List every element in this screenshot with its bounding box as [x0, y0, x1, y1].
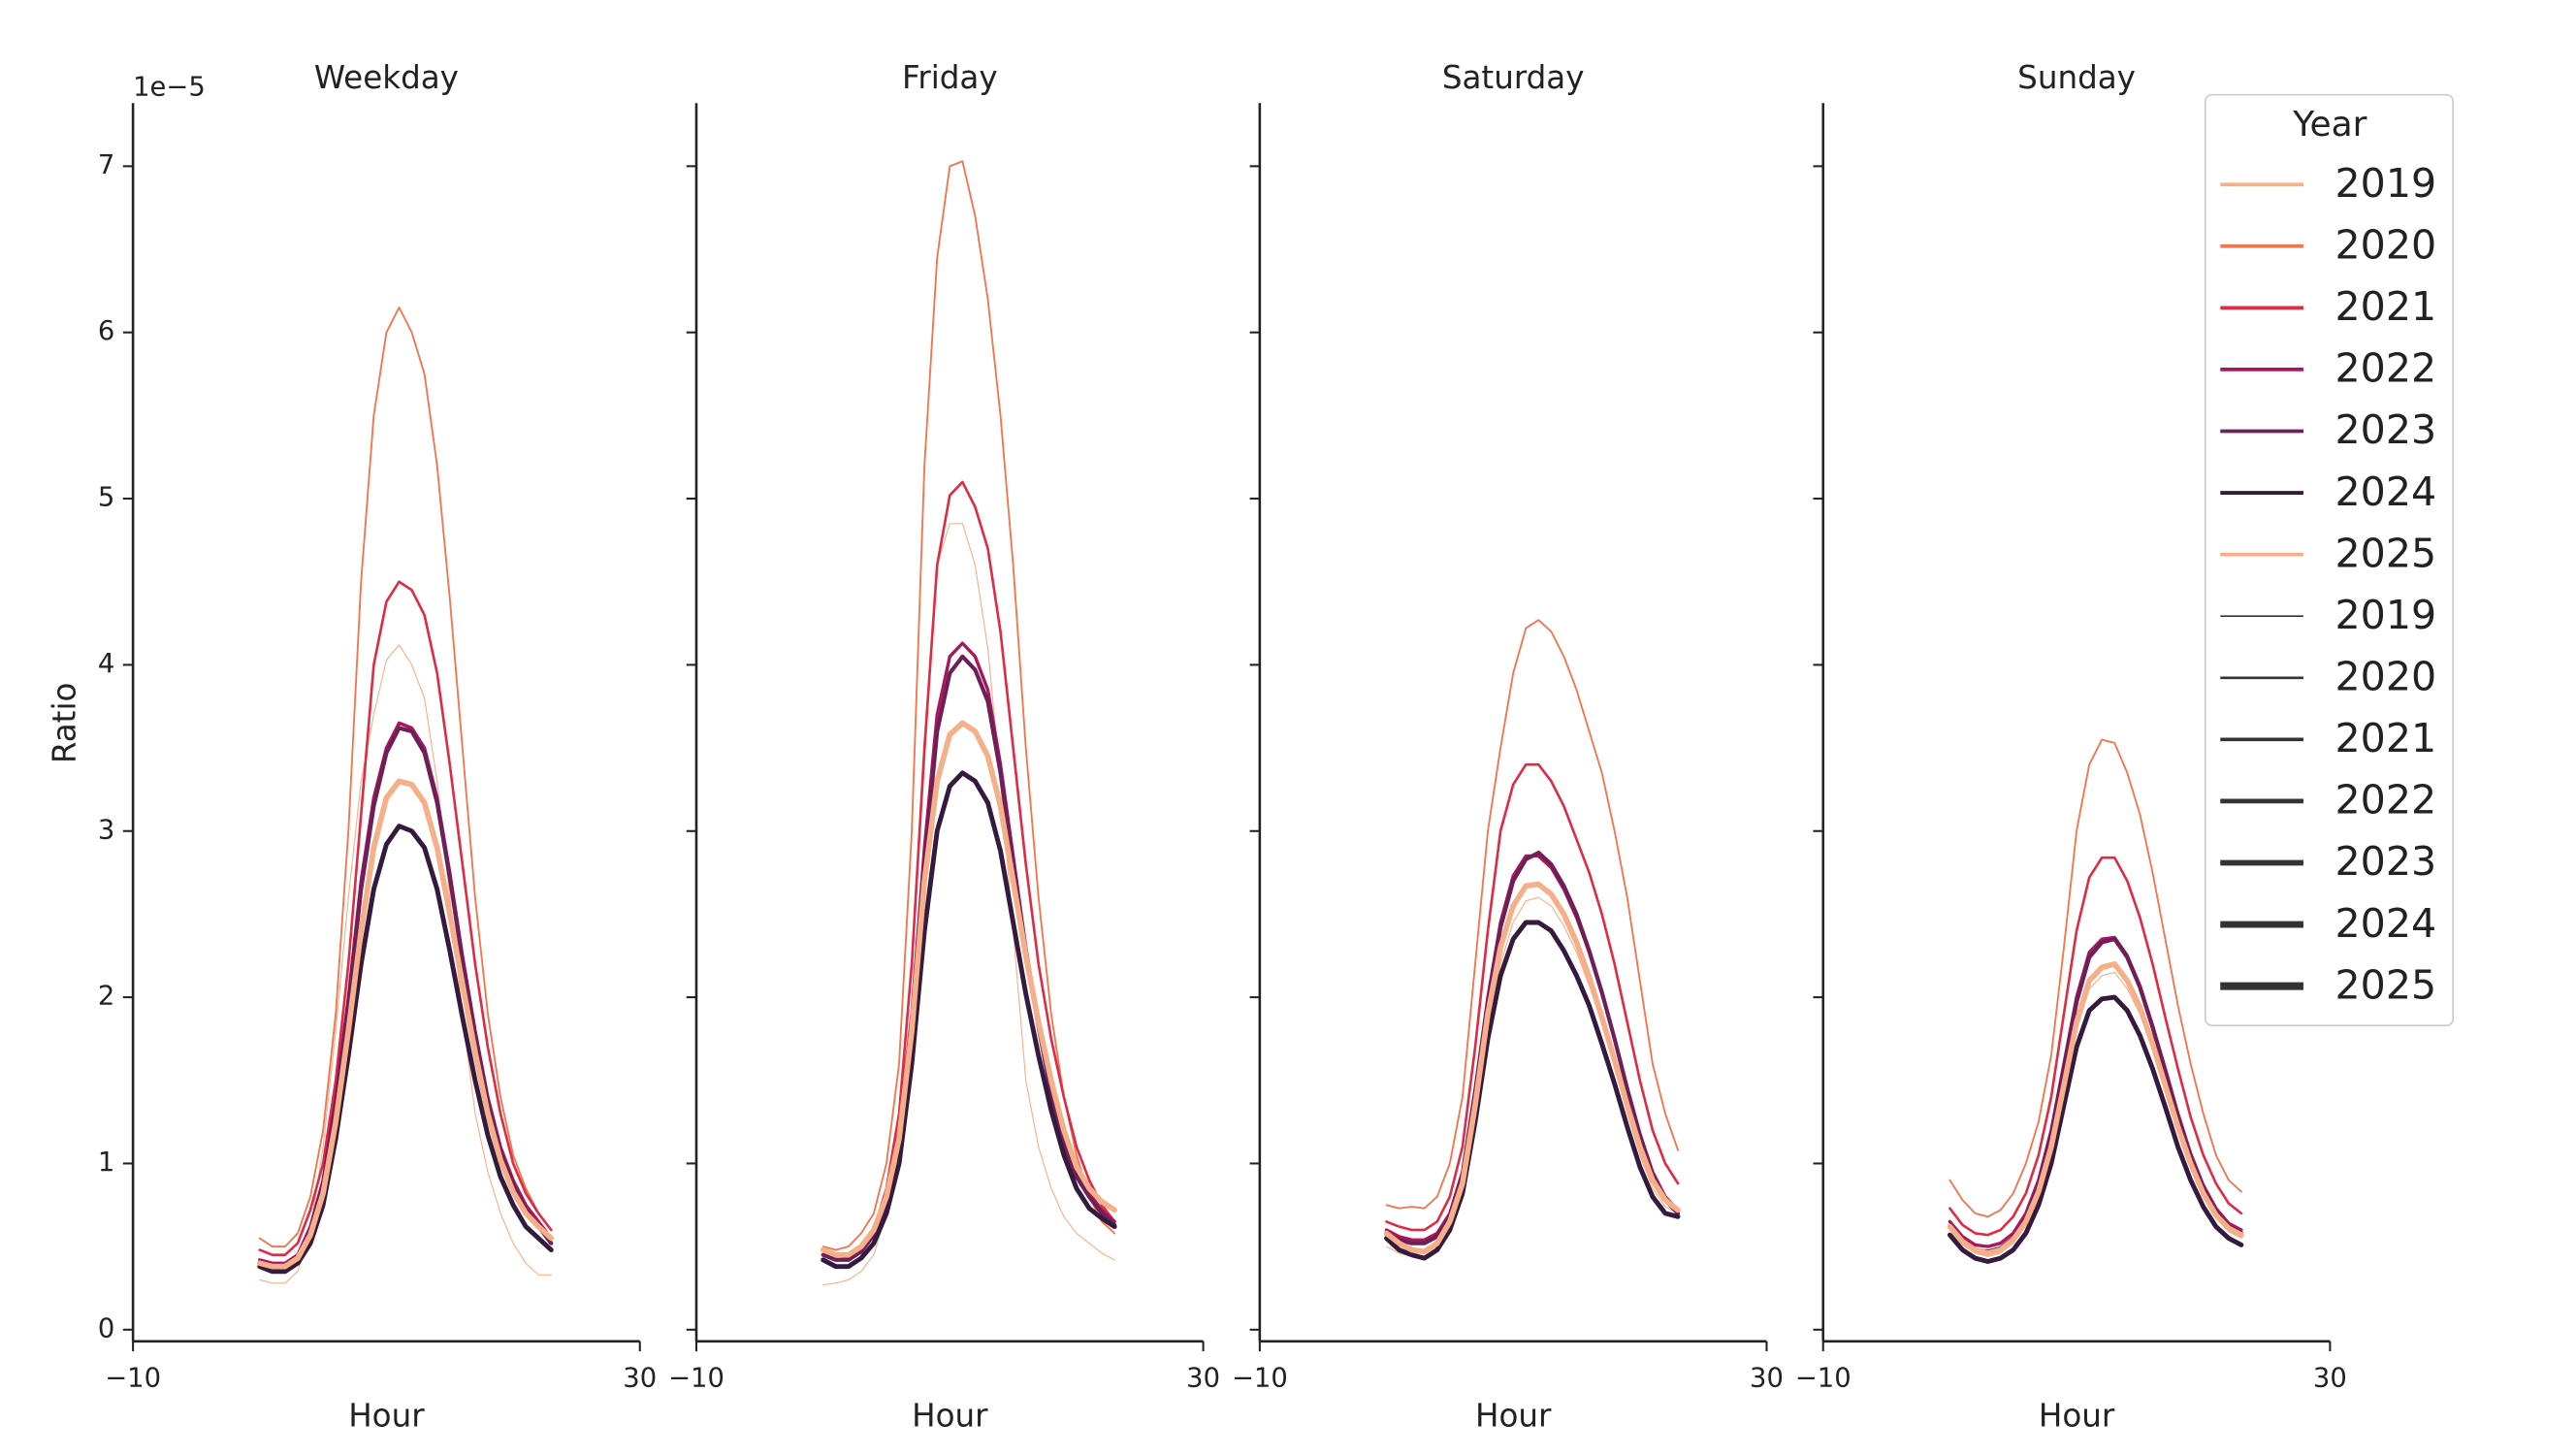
y-tick-label: 7	[98, 150, 114, 180]
legend-label: 2020	[2335, 653, 2437, 699]
x-tick-label: −10	[668, 1364, 724, 1394]
y-tick-label: 2	[98, 982, 114, 1012]
data-line	[1384, 920, 1681, 1261]
data-line	[1947, 961, 2244, 1256]
x-axis-label: Hour	[348, 1398, 425, 1435]
x-tick-label: −10	[105, 1364, 161, 1394]
legend-label: 2021	[2335, 283, 2437, 330]
legend-label: 2021	[2335, 715, 2437, 761]
x-tick-label: −10	[1232, 1364, 1288, 1394]
x-tick-label: 30	[1186, 1364, 1220, 1394]
data-line	[1384, 850, 1681, 1245]
x-tick-label: −10	[1795, 1364, 1852, 1394]
legend-label: 2024	[2335, 469, 2437, 515]
legend-label: 2020	[2335, 221, 2437, 268]
legend-label: 2025	[2335, 530, 2437, 576]
y-tick-label: 1	[98, 1148, 114, 1178]
subplot-title: Friday	[902, 59, 998, 96]
y-offset-label: 1e−5	[133, 72, 206, 102]
y-tick-label: 0	[98, 1313, 114, 1343]
x-axis-label: Hour	[912, 1398, 988, 1435]
legend-label: 2023	[2335, 406, 2437, 453]
legend-label: 2023	[2335, 838, 2437, 885]
legend-label: 2019	[2335, 592, 2437, 638]
legend-label: 2025	[2335, 961, 2437, 1008]
y-axis-label: Ratio	[47, 683, 83, 764]
y-tick-label: 4	[98, 649, 114, 679]
legend-label: 2024	[2335, 900, 2437, 947]
data-line	[821, 770, 1117, 1270]
data-line	[256, 778, 555, 1270]
subplot-title: Weekday	[314, 59, 459, 96]
subplot-title: Saturday	[1442, 59, 1585, 96]
data-line	[257, 824, 554, 1275]
data-line	[1385, 762, 1680, 1232]
data-line	[821, 654, 1117, 1262]
x-tick-label: 30	[623, 1364, 657, 1394]
data-line	[822, 523, 1115, 1286]
y-tick-label: 6	[98, 316, 114, 346]
subplot-title: Sunday	[2017, 59, 2136, 96]
y-tick-label: 3	[98, 815, 114, 845]
data-line	[258, 307, 553, 1248]
legend-label: 2022	[2335, 777, 2437, 824]
data-line	[1385, 619, 1679, 1210]
data-line	[1383, 881, 1681, 1255]
x-axis-label: Hour	[2039, 1398, 2115, 1435]
data-line	[1948, 856, 2243, 1237]
y-tick-label: 5	[98, 483, 114, 513]
data-line	[1947, 994, 2244, 1264]
data-line	[820, 720, 1117, 1258]
x-tick-label: 30	[2313, 1364, 2347, 1394]
data-line	[258, 580, 553, 1257]
legend-box	[2204, 93, 2455, 1027]
data-line	[1948, 738, 2242, 1218]
x-axis-label: Hour	[1475, 1398, 1552, 1435]
legend-title: Year	[2292, 105, 2367, 145]
legend-label: 2022	[2335, 345, 2437, 392]
legend-label: 2019	[2335, 160, 2437, 207]
x-tick-label: 30	[1750, 1364, 1784, 1394]
